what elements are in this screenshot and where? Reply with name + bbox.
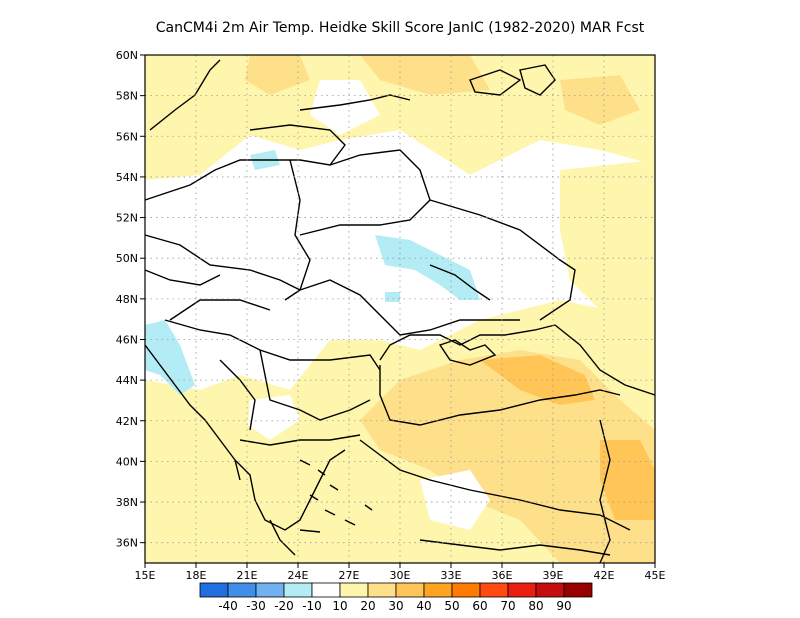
border-balkans [164, 319, 381, 446]
shade-south-orange [360, 350, 655, 563]
shade-south-gap [420, 470, 490, 530]
y-tick-label: 46N [116, 333, 138, 346]
colorbar-label: 40 [416, 599, 431, 613]
y-tick-label: 50N [116, 252, 138, 265]
colorbar-label: 60 [472, 599, 487, 613]
shade-blue-ukraine [375, 235, 480, 300]
x-tick-label: 42E [594, 569, 615, 582]
coastline-greece [234, 449, 346, 556]
colorbar-swatch [227, 582, 257, 598]
border-central-europe [144, 234, 301, 321]
y-tick-label: 38N [116, 496, 138, 509]
y-tick-label: 48N [116, 293, 138, 306]
y-tick-label: 40N [116, 455, 138, 468]
coastline-baltic [144, 59, 346, 201]
coastline-turkey [359, 439, 631, 531]
shade-blue-adriatic [145, 320, 195, 395]
x-tick-labels: 15E 18E 21E 24E 27E 30E 33E 36E 39E 42E 45E [135, 569, 666, 582]
y-tick-label: 60N [116, 49, 138, 62]
colorbar-label: 50 [444, 599, 459, 613]
map-title: CanCM4i 2m Air Temp. Heidke Skill Score … [155, 20, 645, 36]
colorbar-swatch [367, 582, 397, 598]
y-tick-label: 36N [116, 537, 138, 550]
colorbar-swatch [255, 582, 285, 598]
shade-north-light-2 [245, 55, 310, 95]
y-tick-label: 42N [116, 415, 138, 428]
colorbar-label: 90 [556, 599, 571, 613]
border-russia-ukraine [429, 199, 576, 321]
x-tick-label: 30E [390, 569, 411, 582]
x-tick-label: 33E [441, 569, 462, 582]
shade-south-deep [480, 355, 595, 405]
border-ukraine-south [299, 279, 520, 336]
colorbar-swatch [423, 582, 453, 598]
border-caucasus [554, 324, 656, 396]
shade-north-east [560, 75, 640, 125]
x-tick-label: 45E [645, 569, 666, 582]
lake-onega [519, 64, 556, 96]
colorbar-swatch [563, 582, 593, 598]
colorbar-swatch [507, 582, 537, 598]
y-tick-label: 44N [116, 374, 138, 387]
colorbar-label: 30 [388, 599, 403, 613]
colorbar-swatch [311, 582, 341, 598]
shade-east-mid [560, 160, 655, 320]
shade-blue-small [385, 292, 400, 302]
shade-north-gap [310, 80, 380, 135]
colorbar-swatch [451, 582, 481, 598]
shade-north-light [360, 55, 490, 95]
x-tick-label: 24E [288, 569, 309, 582]
y-tick-label: 56N [116, 130, 138, 143]
coastline-adriatic [144, 344, 241, 481]
border-turkey-east [599, 419, 611, 564]
x-tick-label: 36E [492, 569, 513, 582]
skill-shading [145, 55, 655, 563]
colorbar-swatch [479, 582, 509, 598]
colorbar-label: -40 [218, 599, 238, 613]
colorbar-swatch [283, 582, 313, 598]
lake-ladoga [469, 69, 522, 96]
y-tick-label: 52N [116, 212, 138, 225]
shade-south-deep-2 [600, 440, 655, 520]
coastline-gulf-finland [299, 94, 411, 111]
river-dnieper [429, 264, 491, 301]
colorbar-swatch [395, 582, 425, 598]
colorbar-label: 80 [528, 599, 543, 613]
coastline-black-sea [379, 324, 621, 426]
x-tick-label: 39E [543, 569, 564, 582]
colorbar-label: -10 [302, 599, 322, 613]
tick-marks [140, 54, 656, 568]
colorbar-swatch [535, 582, 565, 598]
y-tick-label: 58N [116, 90, 138, 103]
colorbar-label: -20 [274, 599, 294, 613]
y-tick-label: 54N [116, 171, 138, 184]
y-tick-labels: 36N 38N 40N 42N 44N 46N 48N 50N 52N 54N 56N 58N 60N [116, 49, 138, 550]
colorbar-swatch [339, 582, 369, 598]
x-tick-label: 15E [135, 569, 156, 582]
grid-lines [145, 55, 655, 563]
coastline-anatolia-south [419, 539, 611, 556]
colorbar: -40 -30 -20 -10 10 20 30 40 50 60 70 80 90 [199, 582, 593, 613]
x-tick-label: 21E [237, 569, 258, 582]
colorbar-label: 10 [332, 599, 347, 613]
islands-aegean [299, 459, 373, 533]
colorbar-label: 20 [360, 599, 375, 613]
x-tick-label: 18E [186, 569, 207, 582]
coastlines-and-borders [144, 59, 656, 564]
colorbar-label: 70 [500, 599, 515, 613]
colorbar-swatch [199, 582, 229, 598]
coastline-crimea [438, 339, 497, 366]
x-tick-label: 27E [339, 569, 360, 582]
colorbar-label: -30 [246, 599, 266, 613]
